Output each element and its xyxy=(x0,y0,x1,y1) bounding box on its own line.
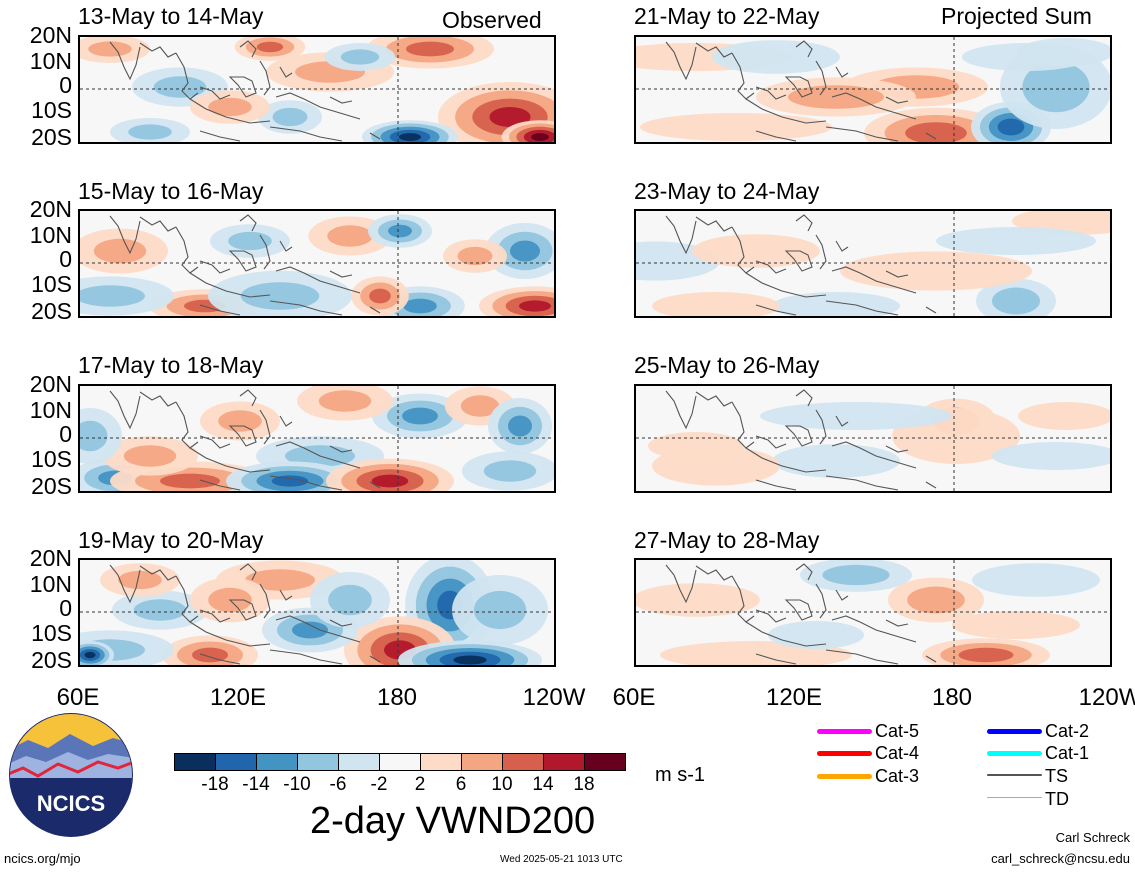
colorbar-box xyxy=(256,753,298,771)
lat-label: 10N xyxy=(29,222,72,248)
colorbar-tick-label: -10 xyxy=(283,774,311,795)
lon-label: 180 xyxy=(376,684,418,711)
map-panel xyxy=(634,35,1112,144)
lat-label: 10S xyxy=(31,97,72,123)
legend-label: TS xyxy=(1045,766,1069,786)
panel-title: 13-May to 14-May xyxy=(78,3,264,29)
panel-title: 17-May to 18-May xyxy=(78,352,264,378)
ncics-logo: NCICS xyxy=(9,713,133,837)
lat-label: 0 xyxy=(59,421,72,447)
colorbar-tick-label: 10 xyxy=(491,774,513,795)
lat-label: 20S xyxy=(31,124,72,150)
lat-label: 0 xyxy=(59,246,72,272)
colorbar-tick-label: -6 xyxy=(329,774,347,795)
legend-swatch xyxy=(817,729,872,734)
logo-text: NCICS xyxy=(37,791,105,816)
legend-label: Cat-3 xyxy=(875,766,920,786)
lat-label: 10S xyxy=(31,446,72,472)
colorbar-box xyxy=(297,753,339,771)
legend-swatch xyxy=(987,751,1042,756)
colorbar-box xyxy=(584,753,626,771)
colorbar-tick-label: -2 xyxy=(370,774,388,795)
lat-label: 20S xyxy=(31,647,72,673)
legend-label: Cat-4 xyxy=(875,743,920,763)
lat-label: 0 xyxy=(59,595,72,621)
legend-label: TD xyxy=(1045,789,1069,809)
lat-label: 10N xyxy=(29,571,72,597)
colorbar-box xyxy=(174,753,216,771)
colorbar-box xyxy=(502,753,544,771)
panel-title: 27-May to 28-May xyxy=(634,527,820,553)
colorbar-box xyxy=(543,753,585,771)
lat-label: 20S xyxy=(31,298,72,324)
colorbar-tick-label: 2 xyxy=(414,774,426,795)
colorbar-box xyxy=(215,753,257,771)
legend-label: Cat-2 xyxy=(1045,721,1090,741)
main-title: 2-day VWND200 xyxy=(310,800,596,842)
colorbar-box xyxy=(461,753,503,771)
legend-label: Cat-1 xyxy=(1045,743,1090,763)
colorbar-tick-label: -14 xyxy=(242,774,270,795)
footer-url: ncics.org/mjo xyxy=(4,851,81,866)
colorbar-tick-label: 14 xyxy=(532,774,554,795)
map-panel xyxy=(634,558,1112,667)
lat-label: 10N xyxy=(29,397,72,423)
legend-swatch xyxy=(817,774,872,779)
legend-swatch xyxy=(817,751,872,756)
lon-label: 120E xyxy=(209,684,267,711)
map-panel xyxy=(634,209,1112,318)
lat-label: 20N xyxy=(29,545,72,571)
map-panel xyxy=(78,209,556,318)
colorbar-tick-label: 6 xyxy=(455,774,467,795)
colorbar-tick-label: -18 xyxy=(201,774,229,795)
colorbar-box xyxy=(338,753,380,771)
map-panel xyxy=(78,35,556,144)
lon-label: 120W xyxy=(1078,684,1135,711)
footer-author: Carl Schreck xyxy=(1055,830,1130,845)
lon-label: 60E xyxy=(56,684,100,711)
lon-label: 120E xyxy=(765,684,823,711)
colorbar-tick-label: 18 xyxy=(573,774,595,795)
colorbar-box xyxy=(420,753,462,771)
legend-label: Cat-5 xyxy=(875,721,920,741)
legend-swatch xyxy=(987,774,1042,776)
map-panel xyxy=(634,384,1112,493)
units-label: m s-1 xyxy=(655,764,705,786)
colorbar-box xyxy=(379,753,421,771)
projected-sum-label: Projected Sum xyxy=(941,3,1092,29)
lat-label: 20N xyxy=(29,371,72,397)
observed-label: Observed xyxy=(442,7,542,33)
map-panel xyxy=(78,384,556,493)
lat-label: 10N xyxy=(29,48,72,74)
lat-label: 20S xyxy=(31,473,72,499)
legend-swatch xyxy=(987,729,1042,734)
panel-title: 15-May to 16-May xyxy=(78,178,264,204)
map-panel xyxy=(78,558,556,667)
footer-timestamp: Wed 2025-05-21 1013 UTC xyxy=(500,854,623,865)
lat-label: 20N xyxy=(29,196,72,222)
panel-title: 21-May to 22-May xyxy=(634,3,820,29)
panel-title: 19-May to 20-May xyxy=(78,527,264,553)
lat-label: 10S xyxy=(31,620,72,646)
lat-label: 0 xyxy=(59,72,72,98)
footer-email: carl_schreck@ncsu.edu xyxy=(991,851,1130,866)
lon-label: 60E xyxy=(612,684,656,711)
panel-title: 23-May to 24-May xyxy=(634,178,820,204)
lon-label: 120W xyxy=(522,684,586,711)
lat-label: 10S xyxy=(31,271,72,297)
lat-label: 20N xyxy=(29,22,72,48)
lon-label: 180 xyxy=(931,684,973,711)
legend-swatch xyxy=(987,797,1042,798)
panel-title: 25-May to 26-May xyxy=(634,352,820,378)
